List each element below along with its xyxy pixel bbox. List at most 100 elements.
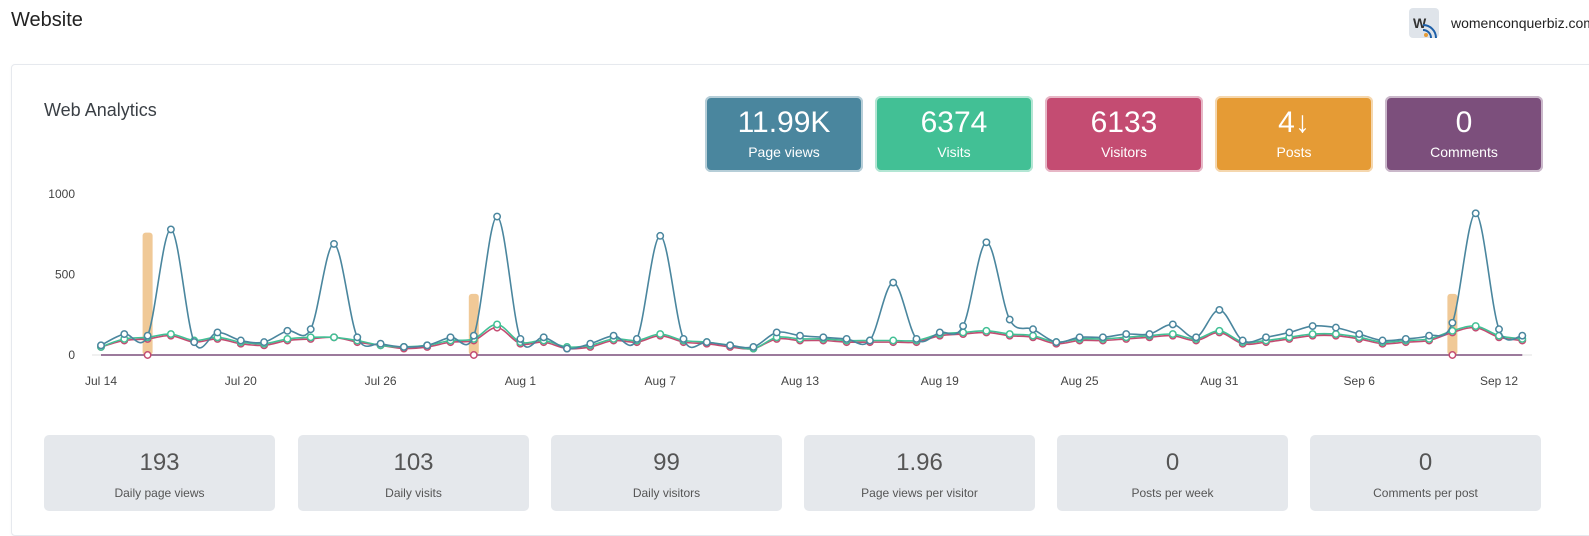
stat-visits[interactable]: 6374 Visits xyxy=(875,96,1033,172)
metric-value: 0 xyxy=(1165,449,1180,476)
data-point xyxy=(469,331,478,340)
metric-daily-visits: 103 Daily visits xyxy=(298,435,529,511)
metric-daily-page-views: 193 Daily page views xyxy=(44,435,275,511)
data-point xyxy=(1005,315,1014,324)
data-point xyxy=(190,338,199,347)
x-tick-label: Sep 6 xyxy=(1344,374,1376,388)
x-tick-label: Jul 20 xyxy=(225,374,257,388)
metric-page-views-per-visitor: 1.96 Page views per visitor xyxy=(804,435,1035,511)
stat-label: Visits xyxy=(937,144,971,160)
data-point xyxy=(399,343,408,351)
metric-label: Daily page views xyxy=(114,486,205,500)
data-point xyxy=(1098,333,1107,342)
data-point xyxy=(1308,322,1317,330)
data-point xyxy=(1262,333,1270,342)
x-tick-label: Aug 25 xyxy=(1061,374,1099,388)
y-tick-label: 1000 xyxy=(48,187,75,201)
data-point xyxy=(306,325,315,334)
site-name: womenconquerbiz.com xyxy=(1451,15,1589,31)
metric-label: Daily visits xyxy=(385,486,442,500)
stat-value: 0 xyxy=(1455,106,1473,139)
x-tick-label: Sep 12 xyxy=(1480,374,1518,388)
data-point xyxy=(306,333,315,342)
data-point xyxy=(1238,336,1247,345)
data-point xyxy=(1448,318,1457,327)
data-point xyxy=(819,333,828,342)
metric-value: 193 xyxy=(139,449,180,476)
x-tick-label: Jul 26 xyxy=(365,374,397,388)
data-point xyxy=(865,336,874,345)
wifi-logo-icon: W xyxy=(1413,15,1437,39)
data-point xyxy=(1495,325,1503,334)
data-point xyxy=(260,338,269,347)
data-point xyxy=(423,341,432,350)
data-point xyxy=(959,322,968,330)
data-point xyxy=(1168,330,1177,339)
metric-daily-visitors: 99 Daily visitors xyxy=(551,435,782,511)
metric-value: 99 xyxy=(653,449,680,476)
data-point xyxy=(889,278,898,287)
data-point xyxy=(1331,330,1340,339)
analytics-chart[interactable]: 0 500 1000 Jul 14 Jul 20 Jul 26 Aug 1 Aug 7 Aug … xyxy=(0,180,1589,400)
data-point xyxy=(982,326,991,335)
stat-value: 11.99K xyxy=(737,106,831,139)
data-point xyxy=(330,239,338,248)
data-point xyxy=(330,333,338,342)
metric-value: 0 xyxy=(1418,449,1433,476)
data-point xyxy=(702,338,711,347)
data-point xyxy=(1308,330,1317,339)
stat-comments[interactable]: 0 Comments xyxy=(1385,96,1543,172)
data-point xyxy=(1052,338,1061,347)
x-tick-label: Aug 19 xyxy=(921,374,959,388)
data-point xyxy=(353,333,362,342)
data-point xyxy=(446,333,455,342)
data-point xyxy=(632,334,641,343)
y-tick-label: 0 xyxy=(68,348,75,362)
data-point xyxy=(679,334,688,343)
stat-page-views[interactable]: 11.99K Page views xyxy=(705,96,863,172)
stat-label: Page views xyxy=(748,144,820,160)
data-point xyxy=(982,238,991,247)
post-marker xyxy=(1448,351,1457,359)
stat-label: Comments xyxy=(1430,144,1498,160)
stat-visitors[interactable]: 6133 Visitors xyxy=(1045,96,1203,172)
stat-value: 4↓ xyxy=(1278,106,1310,139)
x-tick-label: Aug 31 xyxy=(1200,374,1238,388)
site-switcher[interactable]: W womenconquerbiz.com xyxy=(1409,6,1589,40)
data-point xyxy=(166,225,175,234)
stat-label: Visitors xyxy=(1101,144,1147,160)
stat-label: Posts xyxy=(1276,144,1312,160)
data-point xyxy=(1029,331,1037,340)
data-point xyxy=(1355,330,1364,339)
data-point xyxy=(563,344,571,353)
data-point xyxy=(1471,209,1480,218)
data-point xyxy=(120,330,129,339)
post-marker xyxy=(469,351,478,359)
data-point xyxy=(539,333,548,342)
data-point xyxy=(166,330,175,339)
y-tick-label: 500 xyxy=(55,268,75,282)
x-tick-label: Jul 14 xyxy=(85,374,117,388)
page-title: Website xyxy=(11,9,83,31)
data-point xyxy=(236,336,245,345)
data-point xyxy=(842,334,851,343)
data-point xyxy=(656,231,665,240)
stat-value: 6133 xyxy=(1090,106,1158,139)
data-point xyxy=(1029,325,1037,334)
data-point xyxy=(1471,322,1480,330)
metric-value: 1.96 xyxy=(896,449,943,476)
data-point xyxy=(1285,328,1294,337)
stat-posts[interactable]: 4↓ Posts xyxy=(1215,96,1373,172)
data-point xyxy=(1005,330,1014,339)
data-point xyxy=(912,334,921,343)
metric-label: Page views per visitor xyxy=(861,486,978,500)
stat-value: 6374 xyxy=(920,106,988,139)
data-point xyxy=(749,343,758,351)
metric-label: Comments per post xyxy=(1373,486,1478,500)
data-point xyxy=(1145,330,1154,339)
data-point xyxy=(1215,326,1224,335)
data-point xyxy=(493,212,502,221)
data-point xyxy=(772,328,781,337)
data-point xyxy=(1075,333,1084,342)
x-tick-label: Aug 13 xyxy=(781,374,819,388)
